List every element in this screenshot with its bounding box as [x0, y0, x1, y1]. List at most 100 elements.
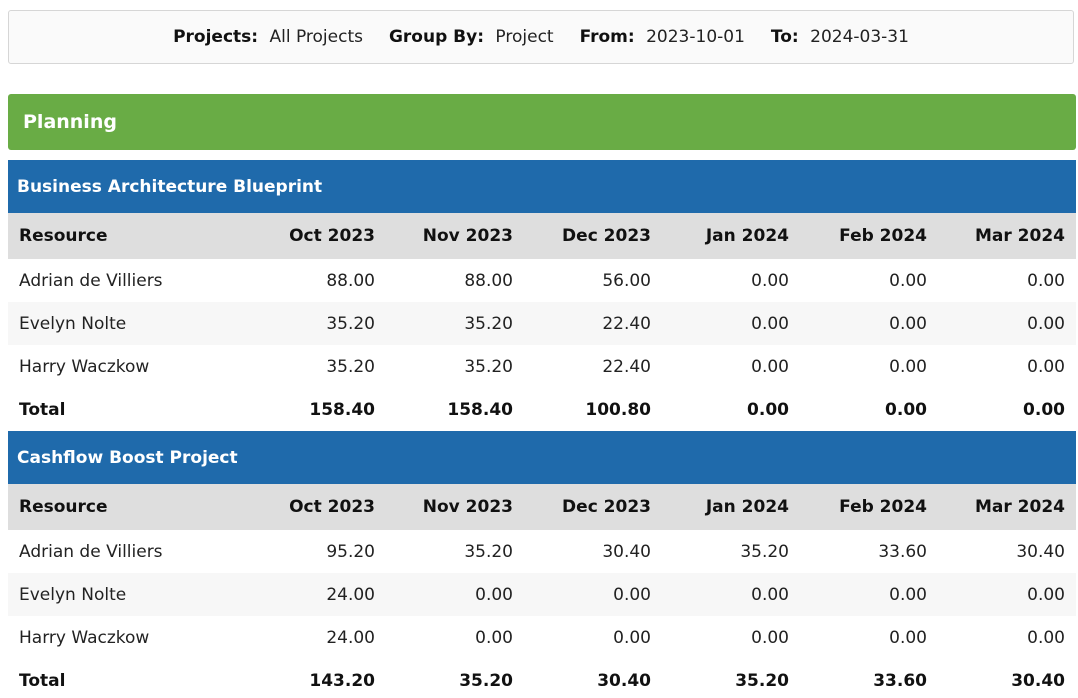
project-title: Cashflow Boost Project	[8, 431, 1076, 484]
resource-name: Evelyn Nolte	[8, 302, 248, 345]
hours-cell: 0.00	[800, 573, 938, 616]
resource-name: Harry Waczkow	[19, 356, 150, 377]
hours-cell: 0.00	[889, 270, 927, 291]
hours-cell: 0.00	[938, 573, 1076, 616]
total-cell: 0.00	[662, 388, 800, 431]
total-row: Total 158.40 158.40 100.80 0.00 0.00 0.0…	[8, 388, 1076, 431]
hours-cell: 0.00	[475, 627, 513, 648]
hours-cell: 24.00	[326, 627, 375, 648]
hours-cell: 22.40	[602, 356, 651, 377]
table-row: Adrian de Villiers 88.00 88.00 56.00 0.0…	[8, 259, 1076, 302]
hours-cell: 24.00	[248, 573, 386, 616]
hours-cell: 0.00	[386, 573, 524, 616]
column-header-month: Mar 2024	[938, 484, 1076, 530]
column-header-month: Oct 2023	[248, 484, 386, 530]
hours-cell: 0.00	[938, 302, 1076, 345]
column-header-resource: Resource	[8, 484, 248, 530]
total-cell: 158.40	[248, 388, 386, 431]
column-header-month: Jan 2024	[662, 213, 800, 259]
to-date-label: To:	[770, 27, 799, 47]
hours-cell: 33.60	[878, 541, 927, 562]
resource-name: Adrian de Villiers	[19, 541, 163, 562]
hours-cell: 88.00	[326, 270, 375, 291]
table-row: Adrian de Villiers 95.20 35.20 30.40 35.…	[8, 530, 1076, 573]
hours-cell: 35.20	[464, 541, 513, 562]
column-header-month: Jan 2024	[662, 484, 800, 530]
column-header-month: Nov 2023	[386, 213, 524, 259]
resource-name: Adrian de Villiers	[19, 270, 163, 291]
hours-cell: 35.20	[740, 541, 789, 562]
hours-cell: 0.00	[751, 270, 789, 291]
column-header-month: Nov 2023	[386, 484, 524, 530]
total-cell: 100.80	[524, 388, 662, 431]
hours-cell: 0.00	[889, 627, 927, 648]
group-header-planning: Planning	[8, 94, 1076, 150]
projects-filter[interactable]: Projects: All Projects	[173, 27, 363, 47]
column-header-month: Feb 2024	[800, 484, 938, 530]
hours-cell: 0.00	[800, 302, 938, 345]
table-row: Evelyn Nolte 35.20 35.20 22.40 0.00 0.00…	[8, 302, 1076, 345]
hours-cell: 0.00	[1027, 356, 1065, 377]
total-cell: 35.20	[662, 659, 800, 698]
table-header-row: Resource Oct 2023 Nov 2023 Dec 2023 Jan …	[8, 213, 1076, 259]
hours-cell: 95.20	[326, 541, 375, 562]
group-by-filter[interactable]: Group By: Project	[389, 27, 554, 47]
filter-bar: Projects: All Projects Group By: Project…	[8, 10, 1074, 64]
resource-name: Evelyn Nolte	[8, 573, 248, 616]
to-date-filter[interactable]: To: 2024-03-31	[771, 27, 909, 47]
resource-name: Harry Waczkow	[19, 627, 150, 648]
projects-filter-label: Projects:	[173, 27, 259, 47]
from-date-filter[interactable]: From: 2023-10-01	[580, 27, 745, 47]
hours-cell: 30.40	[602, 541, 651, 562]
project-title: Business Architecture Blueprint	[8, 160, 1076, 213]
column-header-month: Dec 2023	[524, 484, 662, 530]
hours-cell: 0.00	[524, 573, 662, 616]
total-label: Total	[8, 388, 248, 431]
total-row: Total 143.20 35.20 30.40 35.20 33.60 30.…	[8, 659, 1076, 698]
hours-cell: 0.00	[1027, 627, 1065, 648]
hours-cell: 22.40	[524, 302, 662, 345]
hours-cell: 0.00	[889, 356, 927, 377]
hours-cell: 0.00	[1027, 270, 1065, 291]
from-date-label: From:	[579, 27, 635, 47]
total-cell: 33.60	[800, 659, 938, 698]
hours-cell: 35.20	[248, 302, 386, 345]
total-cell: 158.40	[386, 388, 524, 431]
hours-cell: 35.20	[326, 356, 375, 377]
from-date-value: 2023-10-01	[646, 27, 745, 47]
total-cell: 35.20	[386, 659, 524, 698]
hours-cell: 56.00	[602, 270, 651, 291]
resource-table: Resource Oct 2023 Nov 2023 Dec 2023 Jan …	[8, 484, 1076, 698]
hours-cell: 30.40	[1016, 541, 1065, 562]
hours-cell: 0.00	[662, 573, 800, 616]
total-cell: 30.40	[938, 659, 1076, 698]
total-cell: 143.20	[248, 659, 386, 698]
column-header-resource: Resource	[8, 213, 248, 259]
to-date-value: 2024-03-31	[810, 27, 909, 47]
column-header-month: Feb 2024	[800, 213, 938, 259]
total-cell: 30.40	[524, 659, 662, 698]
table-row: Harry Waczkow 35.20 35.20 22.40 0.00 0.0…	[8, 345, 1076, 388]
total-cell: 0.00	[800, 388, 938, 431]
hours-cell: 35.20	[464, 356, 513, 377]
project-section: Cashflow Boost Project Resource Oct 2023…	[8, 431, 1076, 698]
hours-cell: 0.00	[751, 627, 789, 648]
hours-cell: 0.00	[751, 356, 789, 377]
project-section: Business Architecture Blueprint Resource…	[8, 160, 1076, 431]
hours-cell: 88.00	[464, 270, 513, 291]
column-header-month: Dec 2023	[524, 213, 662, 259]
group-by-filter-value: Project	[495, 27, 554, 47]
projects-filter-value: All Projects	[269, 27, 363, 47]
resource-table: Resource Oct 2023 Nov 2023 Dec 2023 Jan …	[8, 213, 1076, 431]
hours-cell: 35.20	[386, 302, 524, 345]
table-row: Evelyn Nolte 24.00 0.00 0.00 0.00 0.00 0…	[8, 573, 1076, 616]
total-cell: 0.00	[938, 388, 1076, 431]
column-header-month: Mar 2024	[938, 213, 1076, 259]
column-header-month: Oct 2023	[248, 213, 386, 259]
total-label: Total	[8, 659, 248, 698]
table-row: Harry Waczkow 24.00 0.00 0.00 0.00 0.00 …	[8, 616, 1076, 659]
table-header-row: Resource Oct 2023 Nov 2023 Dec 2023 Jan …	[8, 484, 1076, 530]
hours-cell: 0.00	[613, 627, 651, 648]
group-by-filter-label: Group By:	[388, 27, 485, 47]
